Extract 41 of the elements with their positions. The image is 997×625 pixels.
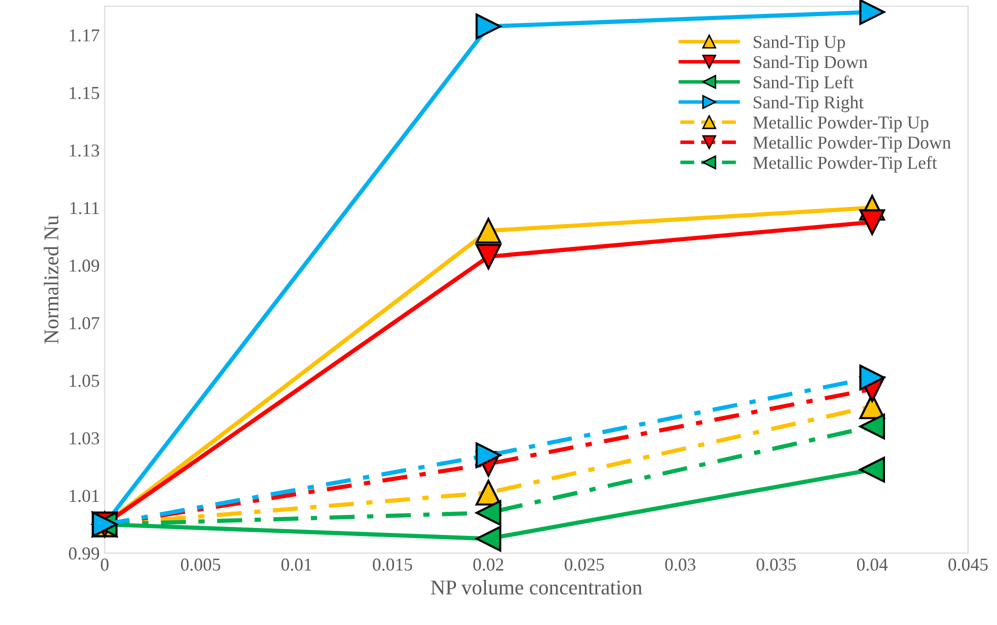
point — [859, 0, 886, 25]
legend-label: Metallic Powder-Tip Down — [753, 136, 951, 152]
legend-label: Sand-Tip Left — [754, 75, 854, 92]
legend-label: Sand-Tip Right — [754, 96, 864, 112]
point — [476, 244, 502, 270]
x-tick-label: 0.045 — [948, 558, 988, 571]
point — [859, 456, 886, 483]
y-tick-label: 1.15 — [70, 86, 100, 100]
y-tick-label: 1.11 — [70, 202, 99, 214]
x-tick-label: 0 — [100, 558, 109, 571]
y-tick-label: 1.03 — [70, 432, 100, 445]
point — [476, 442, 502, 468]
point — [859, 414, 886, 440]
point — [859, 209, 886, 235]
y-tick-label: 1.13 — [70, 144, 100, 157]
y-tick-label: 1.05 — [70, 374, 100, 387]
x-axis-title: NP volume concentration — [430, 580, 642, 595]
x-tick-label: 0.005 — [180, 558, 220, 571]
x-tick-label: 0.04 — [857, 558, 888, 571]
x-tick-label: 0.025 — [564, 558, 604, 571]
y-tick-label: 1.07 — [70, 317, 100, 330]
y-axis-title: Normalized Nu — [44, 216, 58, 344]
point — [476, 480, 502, 506]
point — [476, 218, 502, 244]
x-tick-label: 0.03 — [665, 558, 696, 571]
y-tick-label: 1.17 — [70, 29, 100, 42]
legend-label: Sand-Tip Up — [754, 35, 845, 52]
y-tick-label: 0.99 — [68, 547, 100, 560]
y-tick-label: 1.09 — [70, 260, 100, 272]
x-tick-label: 0.015 — [372, 558, 412, 571]
point — [476, 500, 502, 526]
x-tick-label: 0.035 — [756, 558, 796, 571]
point — [859, 364, 886, 390]
x-tick-label: 0.01 — [281, 558, 312, 571]
legend-label: Sand-Tip Down — [754, 56, 868, 72]
legend-label: Metallic Powder-Tip Left — [753, 156, 937, 173]
point — [476, 14, 502, 40]
y-tick-label: 1.01 — [70, 490, 99, 502]
legend-label: Metallic Powder-Tip Up — [753, 116, 928, 132]
point — [476, 526, 502, 552]
x-tick-label: 0.02 — [473, 558, 504, 571]
